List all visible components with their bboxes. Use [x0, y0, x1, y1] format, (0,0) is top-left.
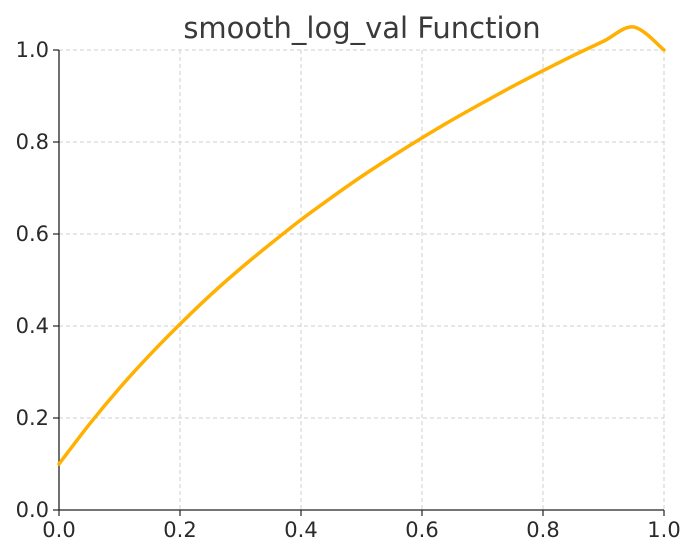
series-layer [57, 25, 666, 466]
y-tick-label: 0.0 [16, 498, 49, 522]
x-tick-label: 0.8 [526, 518, 559, 542]
y-tick-label: 0.6 [16, 222, 49, 246]
y-tick-label: 0.4 [16, 314, 49, 338]
y-tick-label: 1.0 [16, 38, 49, 62]
y-tick-label: 0.2 [16, 406, 49, 430]
grid-layer [58, 49, 665, 511]
x-tick-label: 0.4 [284, 518, 317, 542]
x-tick-label: 0.0 [42, 518, 75, 542]
ticks-layer: 0.0 0.2 0.4 0.6 0.8 1.0 0.0 0.2 0.4 0.6 0.8 1.0 [16, 38, 681, 542]
x-tick-label: 0.6 [405, 518, 438, 542]
series-line-0 [57, 25, 666, 466]
y-tick-label: 0.8 [16, 130, 49, 154]
x-tick-label: 0.2 [163, 518, 196, 542]
axes-layer [58, 50, 664, 511]
chart-title: smooth_log_val Function [183, 11, 540, 45]
x-tick-label: 1.0 [647, 518, 680, 542]
